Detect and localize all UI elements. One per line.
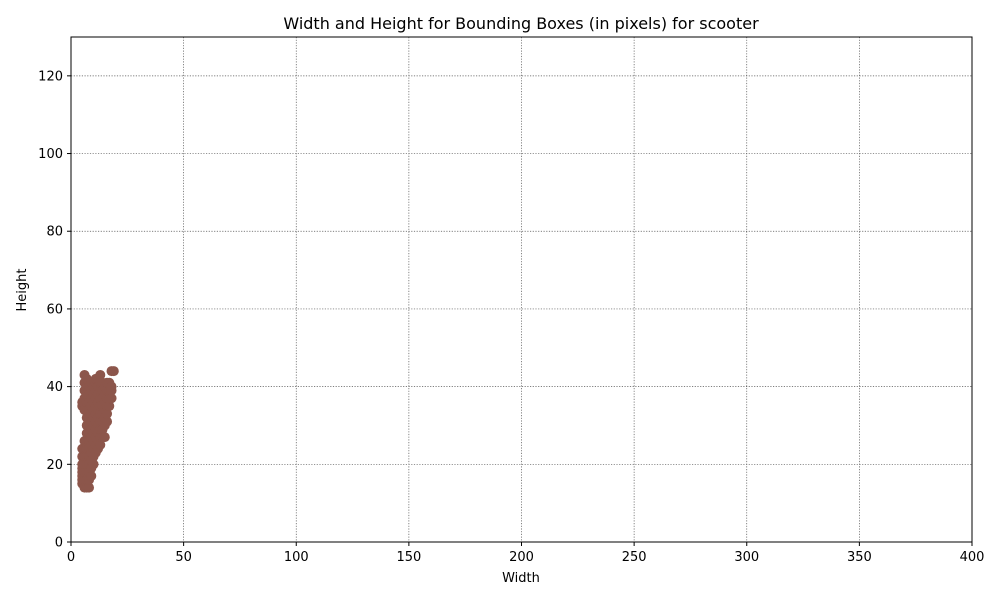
data-point [106, 381, 117, 392]
x-tick-label: 0 [67, 550, 75, 565]
y-tick-label: 20 [46, 458, 63, 473]
x-tick-label: 200 [509, 550, 534, 565]
data-points [77, 366, 119, 493]
x-axis-ticks: 0 50 100 150 200 250 300 350 400 [67, 542, 985, 565]
y-axis-ticks: 0 20 40 60 80 100 120 [38, 69, 71, 551]
y-tick-label: 100 [38, 147, 63, 162]
x-axis-label: Width [502, 571, 540, 586]
data-point [102, 408, 113, 419]
data-point [86, 470, 97, 481]
y-tick-label: 60 [46, 302, 63, 317]
y-axis-label: Height [15, 269, 30, 312]
x-tick-label: 100 [284, 550, 309, 565]
data-point [95, 439, 106, 450]
data-point [102, 416, 113, 427]
x-tick-label: 50 [175, 550, 192, 565]
y-tick-label: 120 [38, 69, 63, 84]
x-tick-label: 300 [734, 550, 759, 565]
y-tick-label: 0 [55, 536, 63, 551]
x-tick-label: 400 [960, 550, 985, 565]
data-point [88, 459, 99, 470]
y-tick-label: 40 [46, 380, 63, 395]
grid-lines [71, 37, 972, 542]
x-tick-label: 350 [847, 550, 872, 565]
data-point [108, 366, 119, 377]
data-point [99, 432, 110, 443]
y-tick-label: 80 [46, 225, 63, 240]
data-point [84, 482, 95, 493]
x-tick-label: 250 [622, 550, 647, 565]
data-point [106, 393, 117, 404]
x-tick-label: 150 [396, 550, 421, 565]
chart-title: Width and Height for Bounding Boxes (in … [283, 14, 759, 33]
data-point [95, 369, 106, 380]
data-point [104, 401, 115, 412]
